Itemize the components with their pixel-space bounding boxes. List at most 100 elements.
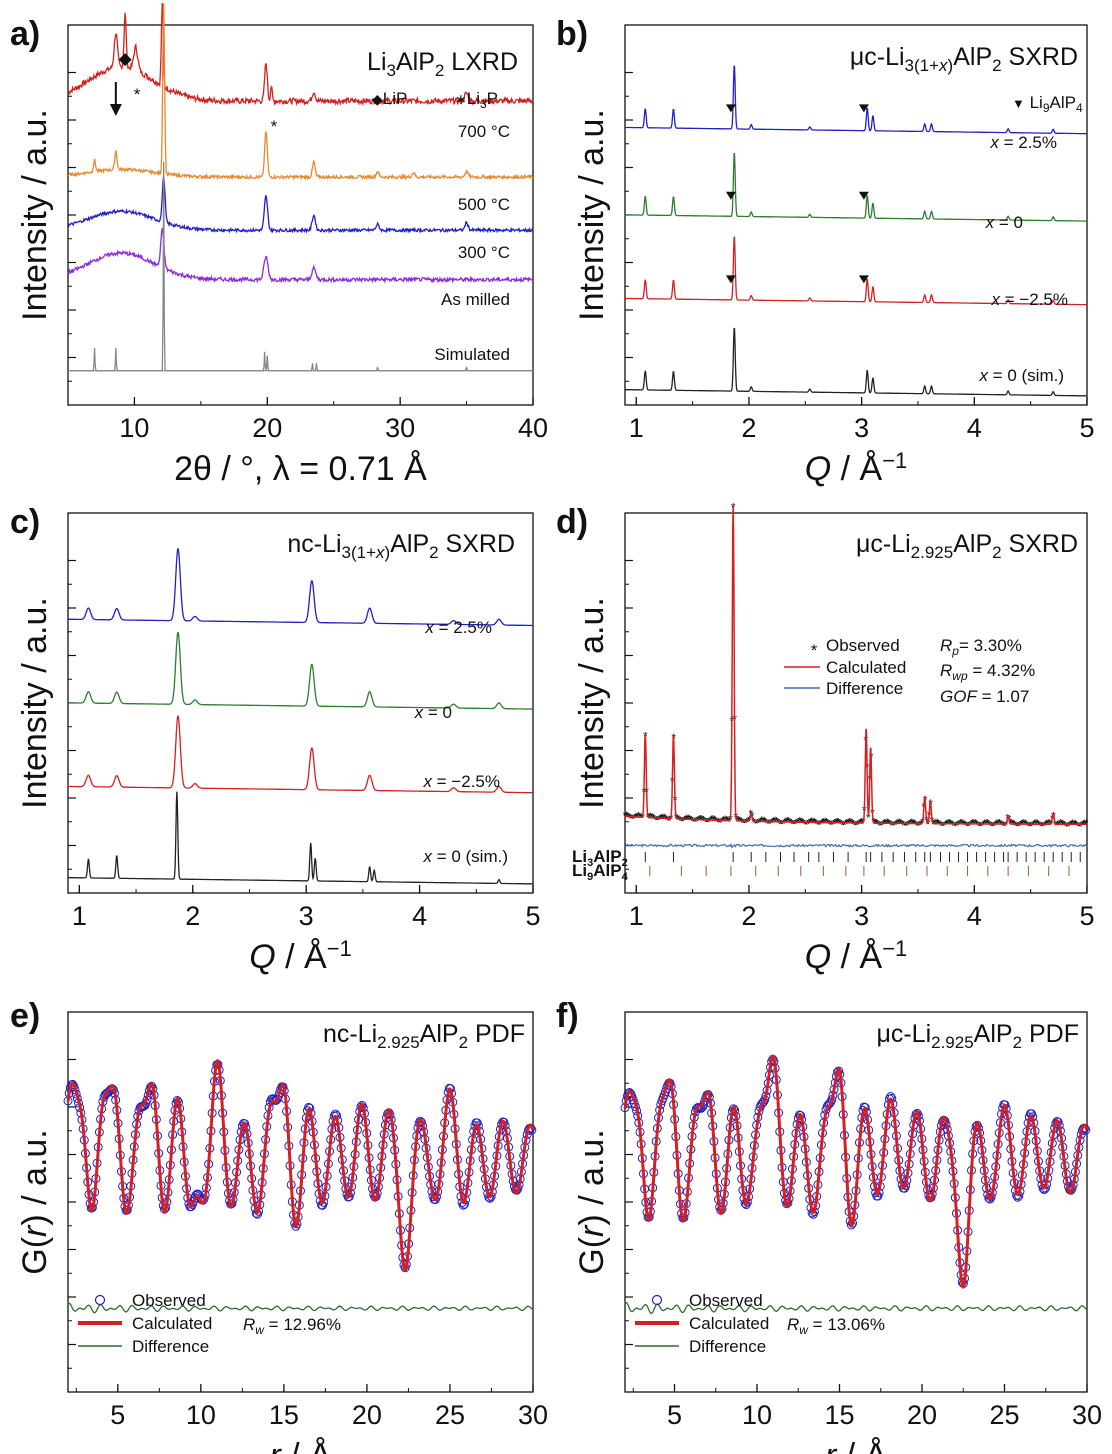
x-tick-label: 30 bbox=[385, 413, 415, 443]
observed-point: * bbox=[1043, 818, 1048, 832]
observed-point: * bbox=[866, 811, 871, 825]
observed-point: * bbox=[805, 818, 810, 832]
observed-point bbox=[186, 1202, 196, 1212]
observed-point: * bbox=[981, 818, 986, 832]
series-line bbox=[68, 161, 533, 372]
observed-point: * bbox=[905, 818, 910, 832]
series-line bbox=[624, 153, 1087, 222]
observed-point: * bbox=[665, 813, 670, 827]
observed-point: * bbox=[988, 819, 993, 833]
observed-point: * bbox=[943, 818, 948, 832]
observed-point: * bbox=[681, 814, 686, 828]
x-tick-label: 10 bbox=[119, 413, 149, 443]
observed-point: * bbox=[989, 819, 994, 833]
observed-point bbox=[240, 1119, 250, 1129]
panel-title: μc-Li2.925AlP2 PDF bbox=[876, 1020, 1079, 1052]
y-axis-label: Intensity / a.u. bbox=[573, 109, 611, 321]
observed-point: * bbox=[1001, 819, 1006, 833]
stat-rp: Rp= 3.30% bbox=[940, 636, 1022, 658]
observed-point: * bbox=[954, 819, 959, 833]
x-tick-label: 1 bbox=[629, 901, 644, 931]
observed-point: * bbox=[1053, 818, 1058, 832]
observed-point: * bbox=[777, 817, 782, 831]
observed-point: * bbox=[828, 818, 833, 832]
series-line bbox=[67, 548, 533, 627]
x-tick-label: 10 bbox=[742, 1400, 772, 1430]
series-label: x = −2.5% bbox=[990, 290, 1068, 309]
series-label: x = 0 (sim.) bbox=[422, 847, 508, 866]
observed-point: * bbox=[754, 817, 759, 831]
observed-point: * bbox=[857, 817, 862, 831]
observed-point: * bbox=[854, 818, 859, 832]
x-tick-label: 1 bbox=[629, 413, 644, 443]
series-line bbox=[67, 715, 533, 794]
y-axis-label: G(r) / a.u. bbox=[573, 1129, 611, 1274]
observed-point: * bbox=[744, 815, 749, 829]
x-tick-label: 2 bbox=[185, 901, 200, 931]
y-axis-label: Intensity / a.u. bbox=[16, 109, 54, 321]
observed-point: * bbox=[1065, 820, 1070, 834]
observed-point: * bbox=[915, 819, 920, 833]
panel-title: nc-Li2.925AlP2 PDF bbox=[323, 1020, 525, 1052]
series-line bbox=[624, 65, 1087, 135]
panel-c: c) 1 2 3 4 5 x = 2.5% x = 0 x = −2.5% x = 0 (sim.… bbox=[10, 503, 541, 976]
observed-point bbox=[985, 1194, 995, 1204]
li9alp4-marker bbox=[725, 275, 736, 284]
observed-point: * bbox=[939, 819, 944, 833]
legend-observed-symbol: * bbox=[811, 641, 818, 660]
observed-point: * bbox=[917, 819, 922, 833]
difference-line bbox=[624, 1301, 1088, 1315]
observed-point: * bbox=[692, 815, 697, 829]
observed-point: * bbox=[1003, 820, 1008, 834]
observed-point: * bbox=[851, 818, 856, 832]
stat-rw: Rw = 12.96% bbox=[243, 1315, 341, 1337]
observed-point: * bbox=[955, 818, 960, 832]
x-tick-label: 25 bbox=[989, 1400, 1019, 1430]
x-tick-label: 5 bbox=[1079, 413, 1094, 443]
observed-point bbox=[415, 1116, 425, 1126]
observed-point bbox=[759, 1097, 769, 1107]
observed-point: * bbox=[853, 818, 858, 832]
observed-point: * bbox=[794, 816, 799, 830]
observed-point: * bbox=[752, 816, 757, 830]
observed-point: * bbox=[780, 817, 785, 831]
observed-point: * bbox=[1074, 819, 1079, 833]
x-tick-label: 3 bbox=[854, 901, 869, 931]
observed-point bbox=[68, 1079, 78, 1089]
legend-entry: Difference bbox=[826, 679, 903, 698]
panel-b: b) 1 2 3 4 5 x = 2.5% x = 0 x = −2.5% x = 0 (sim.… bbox=[556, 15, 1095, 488]
stat-rwp: Rwp = 4.32% bbox=[940, 661, 1035, 683]
x-tick-label: 5 bbox=[667, 1400, 682, 1430]
x-tick-label: 5 bbox=[1079, 901, 1094, 931]
observed-point: * bbox=[1077, 820, 1082, 834]
observed-point: * bbox=[1068, 818, 1073, 832]
observed-point: * bbox=[717, 816, 722, 830]
observed-point: * bbox=[962, 818, 967, 832]
panel-title: μc-Li2.925AlP2 SXRD bbox=[856, 530, 1078, 562]
observed-point: * bbox=[1004, 818, 1009, 832]
observed-point: * bbox=[1027, 820, 1032, 834]
x-tick-label: 40 bbox=[518, 413, 548, 443]
observed-point: * bbox=[842, 818, 847, 832]
x-tick-label: 30 bbox=[1072, 1400, 1102, 1430]
li3p-marker: * bbox=[271, 117, 278, 136]
series-line bbox=[624, 327, 1087, 397]
observed-point: * bbox=[763, 815, 768, 829]
legend-entry: Difference bbox=[132, 1337, 209, 1356]
observed-point: * bbox=[1055, 818, 1060, 832]
series-label: As milled bbox=[441, 290, 510, 309]
plot-frame bbox=[67, 512, 534, 894]
observed-point: * bbox=[966, 819, 971, 833]
observed-point: * bbox=[992, 819, 997, 833]
series-label: 700 °C bbox=[458, 122, 510, 141]
observed-point: * bbox=[740, 816, 745, 830]
observed-point: * bbox=[1040, 820, 1045, 834]
y-axis-label: Intensity / a.u. bbox=[16, 597, 54, 809]
observed-point: * bbox=[976, 819, 981, 833]
observed-point: * bbox=[890, 819, 895, 833]
observed-point: * bbox=[827, 818, 832, 832]
observed-point: * bbox=[940, 819, 945, 833]
series-label: Simulated bbox=[434, 345, 510, 364]
observed-point: * bbox=[1015, 820, 1020, 834]
series-label: 500 °C bbox=[458, 195, 510, 214]
